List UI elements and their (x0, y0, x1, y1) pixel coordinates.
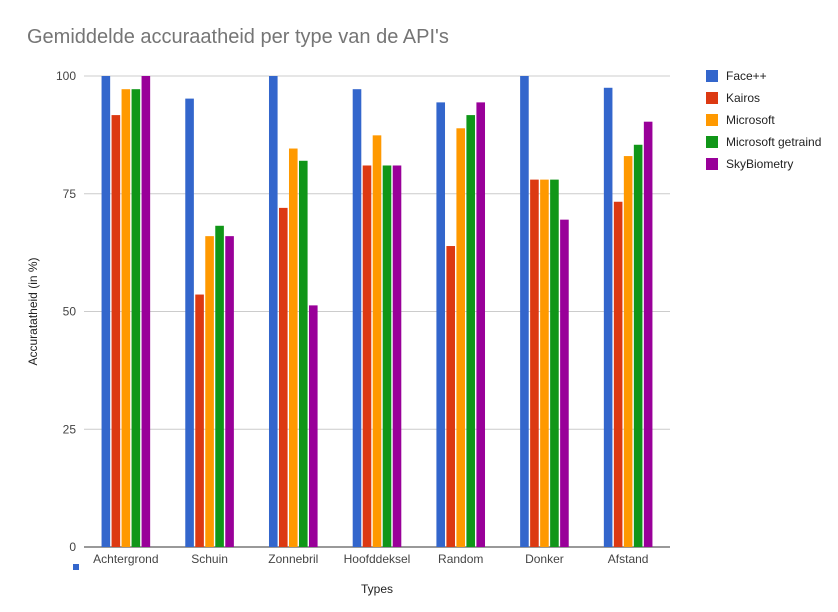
x-tick-label: Achtergrond (93, 552, 158, 566)
bar-skybiometry-achtergrond[interactable] (141, 76, 151, 547)
legend-label-kairos[interactable]: Kairos (726, 91, 760, 105)
y-tick-label: 25 (63, 422, 77, 436)
x-tick-label: Donker (525, 552, 564, 566)
x-tick-label: Zonnebril (268, 552, 318, 566)
bar-face-random[interactable] (436, 102, 446, 547)
legend-swatch-microsoft[interactable] (706, 114, 718, 126)
bar-face-hoofddeksel[interactable] (352, 89, 362, 548)
bar-kairos-schuin[interactable] (195, 294, 204, 547)
bar-skybiometry-random[interactable] (476, 102, 486, 547)
legend-label-face[interactable]: Face++ (726, 69, 767, 83)
bar-microsoft-getraind-random[interactable] (466, 115, 476, 547)
bar-skybiometry-zonnebril[interactable] (308, 305, 318, 547)
bar-microsoft-getraind-donker[interactable] (550, 179, 559, 547)
y-tick-label: 50 (63, 305, 77, 319)
bar-microsoft-getraind-zonnebril[interactable] (298, 160, 308, 547)
x-tick-label: Schuin (191, 552, 228, 566)
bar-kairos-donker[interactable] (530, 179, 539, 547)
x-axis-title: Types (361, 582, 393, 596)
bar-kairos-afstand[interactable] (613, 201, 623, 547)
y-axis-title: Accuratatheid (in %) (26, 257, 40, 365)
bar-microsoft-getraind-afstand[interactable] (633, 144, 643, 548)
bar-skybiometry-schuin[interactable] (225, 236, 234, 547)
bar-skybiometry-donker[interactable] (560, 219, 569, 547)
bar-microsoft-schuin[interactable] (205, 236, 214, 547)
bar-microsoft-achtergrond[interactable] (121, 89, 131, 548)
bar-kairos-random[interactable] (446, 246, 456, 547)
bar-skybiometry-afstand[interactable] (643, 121, 653, 547)
bar-microsoft-getraind-achtergrond[interactable] (131, 89, 141, 548)
bar-microsoft-afstand[interactable] (623, 156, 633, 547)
legend-label-skybiometry[interactable]: SkyBiometry (726, 157, 793, 171)
y-tick-label: 75 (63, 187, 77, 201)
bar-microsoft-hoofddeksel[interactable] (372, 135, 382, 547)
bar-face-zonnebril[interactable] (268, 76, 278, 547)
bar-face-afstand[interactable] (603, 87, 613, 548)
bar-kairos-hoofddeksel[interactable] (362, 165, 372, 548)
bar-microsoft-getraind-schuin[interactable] (215, 225, 224, 547)
bar-kairos-zonnebril[interactable] (278, 207, 288, 547)
bar-face-donker[interactable] (520, 76, 529, 547)
scroll-marker-icon (73, 564, 79, 570)
x-tick-label: Afstand (608, 552, 649, 566)
legend-swatch-skybiometry[interactable] (706, 158, 718, 170)
legend-swatch-kairos[interactable] (706, 92, 718, 104)
bar-skybiometry-hoofddeksel[interactable] (392, 165, 402, 548)
legend-label-microsoft-getraind[interactable]: Microsoft getraind (726, 135, 821, 149)
bar-face-schuin[interactable] (185, 98, 194, 547)
x-tick-label: Hoofddeksel (344, 552, 411, 566)
bar-microsoft-getraind-hoofddeksel[interactable] (382, 165, 392, 548)
y-tick-label: 100 (56, 69, 76, 83)
bar-microsoft-zonnebril[interactable] (288, 148, 298, 547)
bar-kairos-achtergrond[interactable] (111, 115, 121, 547)
y-tick-label: 0 (69, 540, 76, 554)
x-tick-label: Random (438, 552, 483, 566)
legend-label-microsoft[interactable]: Microsoft (726, 113, 775, 127)
bar-microsoft-random[interactable] (456, 128, 466, 547)
bar-microsoft-donker[interactable] (540, 179, 549, 547)
legend-swatch-face[interactable] (706, 70, 718, 82)
legend-swatch-microsoft-getraind[interactable] (706, 136, 718, 148)
chart-title: Gemiddelde accuraatheid per type van de … (27, 26, 449, 48)
bar-face-achtergrond[interactable] (101, 76, 111, 547)
